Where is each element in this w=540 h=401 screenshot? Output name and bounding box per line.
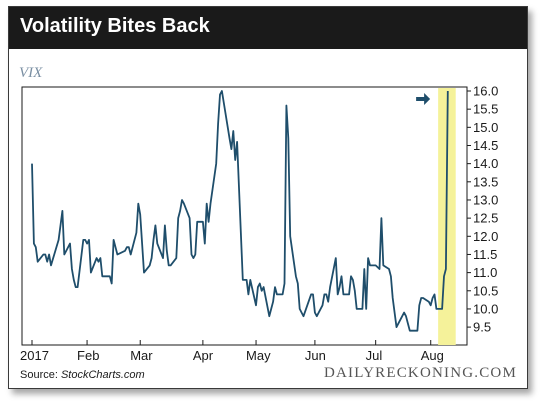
title-bar: Volatility Bites Back xyxy=(9,7,527,49)
y-tick-label: 14.0 xyxy=(473,156,498,171)
arrow-icon xyxy=(416,93,431,105)
x-tick-label: Jul xyxy=(366,348,383,363)
vix-chart: VIX 9.5 10.0 10.5 11.0 11.5 12.0 12.5 13.0 13.5 1… xyxy=(19,65,498,364)
x-tick-label: May xyxy=(246,348,271,363)
x-tick-label: Mar xyxy=(130,348,153,363)
y-tick-label: 16.0 xyxy=(473,84,498,99)
x-tick-label: Feb xyxy=(77,348,99,363)
y-tick-label: 14.5 xyxy=(473,138,498,153)
y-tick-label: 13.5 xyxy=(473,174,498,189)
source-note: Source: StockCharts.com xyxy=(20,369,145,381)
publisher-logo-text: DAILYRECKONING.COM xyxy=(323,365,517,381)
chart-title: Volatility Bites Back xyxy=(20,15,210,37)
chart-marks xyxy=(31,90,449,332)
x-tick-label: 2017 xyxy=(20,348,49,363)
source-name: StockCharts.com xyxy=(60,369,145,381)
x-tick-label: Aug xyxy=(421,348,444,363)
y-tick-label: 11.5 xyxy=(473,247,497,262)
y-tick-label: 15.5 xyxy=(473,102,498,117)
y-tick-label: 10.0 xyxy=(473,301,498,316)
y-tick-label: 15.0 xyxy=(473,120,498,135)
chart-card: Volatility Bites Back VIX 9.5 10.0 10.5 11.… xyxy=(8,6,528,389)
x-tick-label: Apr xyxy=(193,348,214,363)
plot-area: 9.5 10.0 10.5 11.0 11.5 12.0 12.5 13.0 13.5 14.0 1… xyxy=(20,84,498,364)
plot-frame xyxy=(21,86,468,346)
y-tick-label: 12.5 xyxy=(473,211,498,226)
vix-series-line xyxy=(31,90,449,332)
y-tick-label: 10.5 xyxy=(473,283,498,298)
source-prefix: Source: xyxy=(20,369,61,381)
x-tick-label: Jun xyxy=(305,348,326,363)
y-tick-label: 9.5 xyxy=(473,320,491,335)
y-tick-label: 12.0 xyxy=(473,229,498,244)
series-label: VIX xyxy=(19,65,43,81)
y-tick-label: 11.0 xyxy=(473,265,497,280)
y-tick-label: 13.0 xyxy=(473,192,498,207)
